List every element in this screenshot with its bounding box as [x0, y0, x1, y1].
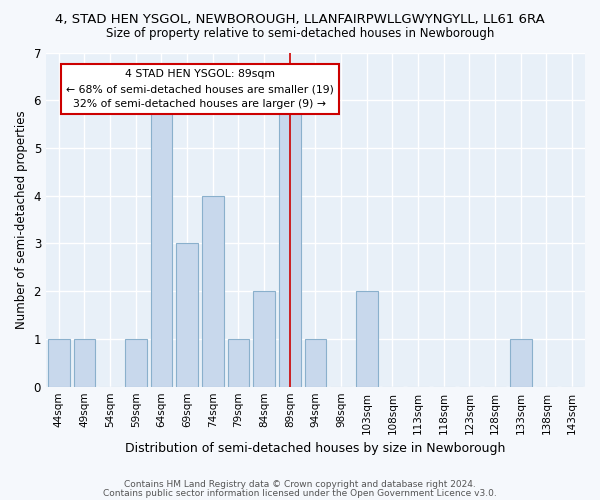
Bar [202, 196, 224, 386]
Text: 4, STAD HEN YSGOL, NEWBOROUGH, LLANFAIRPWLLGWYNGYLL, LL61 6RA: 4, STAD HEN YSGOL, NEWBOROUGH, LLANFAIRP… [55, 12, 545, 26]
Text: 4 STAD HEN YSGOL: 89sqm
← 68% of semi-detached houses are smaller (19)
32% of se: 4 STAD HEN YSGOL: 89sqm ← 68% of semi-de… [66, 69, 334, 109]
Bar [305, 339, 326, 386]
Text: Contains HM Land Registry data © Crown copyright and database right 2024.: Contains HM Land Registry data © Crown c… [124, 480, 476, 489]
Bar [253, 291, 275, 386]
Bar [151, 100, 172, 386]
Bar [356, 291, 378, 386]
Bar [125, 339, 146, 386]
Bar [176, 244, 198, 386]
Bar [74, 339, 95, 386]
X-axis label: Distribution of semi-detached houses by size in Newborough: Distribution of semi-detached houses by … [125, 442, 506, 455]
Bar [279, 100, 301, 386]
Bar [48, 339, 70, 386]
Text: Contains public sector information licensed under the Open Government Licence v3: Contains public sector information licen… [103, 488, 497, 498]
Bar [227, 339, 250, 386]
Bar [510, 339, 532, 386]
Y-axis label: Number of semi-detached properties: Number of semi-detached properties [15, 110, 28, 329]
Text: Size of property relative to semi-detached houses in Newborough: Size of property relative to semi-detach… [106, 28, 494, 40]
